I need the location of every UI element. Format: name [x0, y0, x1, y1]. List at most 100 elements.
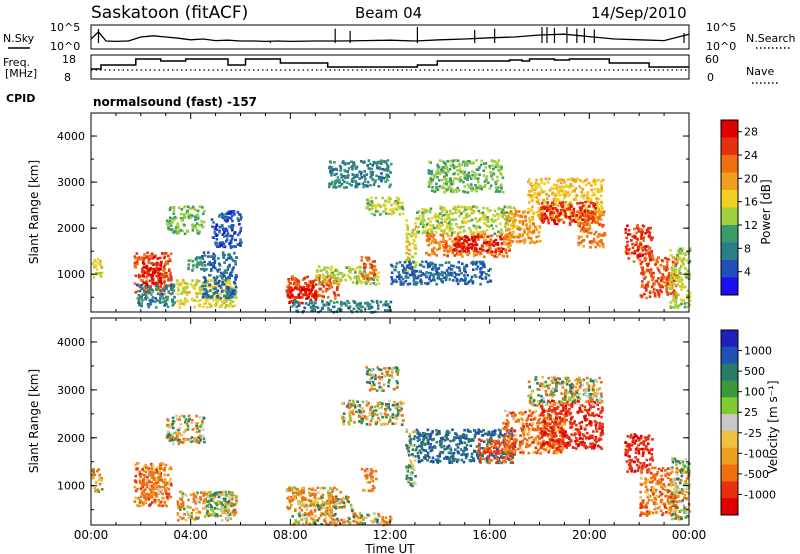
- data-cell: [626, 224, 629, 228]
- data-cell: [175, 225, 178, 228]
- data-cell: [358, 303, 362, 307]
- data-cell: [176, 279, 179, 282]
- data-cell: [639, 294, 643, 297]
- data-cell: [370, 212, 374, 215]
- data-cell: [671, 263, 675, 266]
- data-cell: [168, 273, 172, 276]
- data-cell: [500, 228, 503, 232]
- data-cell: [509, 244, 512, 247]
- data-cell: [218, 279, 221, 283]
- data-cell: [375, 174, 378, 178]
- data-cell: [469, 232, 473, 235]
- data-cell: [218, 298, 222, 301]
- data-cell: [185, 422, 189, 426]
- data-cell: [96, 469, 99, 473]
- data-cell: [230, 288, 234, 292]
- data-cell: [567, 194, 570, 198]
- data-cell: [463, 269, 466, 272]
- data-cell: [140, 504, 144, 507]
- data-cell: [515, 210, 518, 213]
- data-cell: [458, 266, 461, 270]
- data-cell: [366, 164, 369, 167]
- data-cell: [540, 181, 543, 184]
- data-cell: [456, 235, 460, 238]
- data-cell: [582, 230, 586, 233]
- data-cell: [150, 467, 154, 471]
- data-cell: [157, 279, 161, 283]
- data-cell: [396, 199, 400, 203]
- data-cell: [646, 285, 650, 288]
- data-cell: [501, 176, 505, 180]
- data-cell: [142, 490, 146, 494]
- data-cell: [413, 281, 417, 284]
- data-cell: [562, 209, 566, 212]
- data-cell: [529, 195, 532, 199]
- data-cell: [434, 215, 438, 219]
- data-cell: [333, 276, 336, 280]
- data-cell: [195, 430, 199, 434]
- data-cell: [191, 500, 195, 504]
- data-cell: [298, 301, 301, 305]
- data-cell: [227, 216, 231, 219]
- data-cell: [474, 173, 478, 176]
- data-cell: [485, 272, 488, 276]
- data-cell: [321, 283, 324, 286]
- data-cell: [478, 166, 481, 169]
- data-cell: [425, 251, 428, 255]
- data-cell: [471, 234, 474, 238]
- data-cell: [401, 269, 405, 272]
- data-cell: [197, 510, 201, 514]
- data-cell: [338, 181, 342, 185]
- data-cell: [208, 283, 211, 287]
- data-cell: [100, 477, 104, 480]
- data-cell: [635, 231, 639, 235]
- data-cell: [482, 236, 485, 239]
- data-cell: [500, 242, 504, 245]
- data-cell: [560, 218, 564, 222]
- data-cell: [456, 225, 460, 229]
- data-cell: [191, 428, 195, 431]
- data-cell: [226, 275, 230, 279]
- data-cell: [406, 270, 410, 273]
- data-cell: [334, 179, 337, 183]
- data-cell: [479, 247, 482, 251]
- data-cell: [177, 442, 181, 446]
- data-cell: [659, 285, 662, 289]
- data-cell: [563, 190, 567, 193]
- data-cell: [376, 304, 380, 307]
- data-cell: [498, 190, 502, 193]
- data-cell: [329, 170, 332, 173]
- data-cell: [194, 226, 198, 229]
- data-cell: [581, 180, 584, 183]
- data-cell: [318, 294, 321, 298]
- data-cell: [203, 515, 207, 518]
- data-cell: [337, 501, 341, 505]
- data-cell: [488, 243, 491, 247]
- data-cell: [340, 300, 343, 304]
- data-cell: [457, 205, 460, 208]
- data-cell: [386, 173, 389, 177]
- data-cell: [95, 260, 98, 264]
- data-cell: [224, 497, 227, 501]
- data-cell: [370, 200, 374, 203]
- data-cell: [523, 241, 526, 245]
- data-cell: [164, 490, 168, 494]
- data-cell: [348, 182, 352, 186]
- data-cell: [225, 494, 228, 497]
- data-cell: [231, 219, 234, 223]
- data-cell: [167, 432, 171, 435]
- data-cell: [598, 232, 601, 236]
- data-cell: [536, 214, 540, 217]
- data-cell: [317, 491, 320, 495]
- data-cell: [376, 210, 380, 213]
- data-cell: [504, 234, 508, 237]
- data-cell: [386, 164, 389, 168]
- data-cell: [311, 284, 315, 288]
- data-cell: [172, 438, 175, 442]
- data-cell: [505, 251, 508, 255]
- data-cell: [679, 285, 682, 288]
- data-cell: [100, 271, 104, 275]
- data-cell: [637, 230, 641, 233]
- data-cell: [574, 180, 578, 183]
- data-cell: [347, 173, 350, 177]
